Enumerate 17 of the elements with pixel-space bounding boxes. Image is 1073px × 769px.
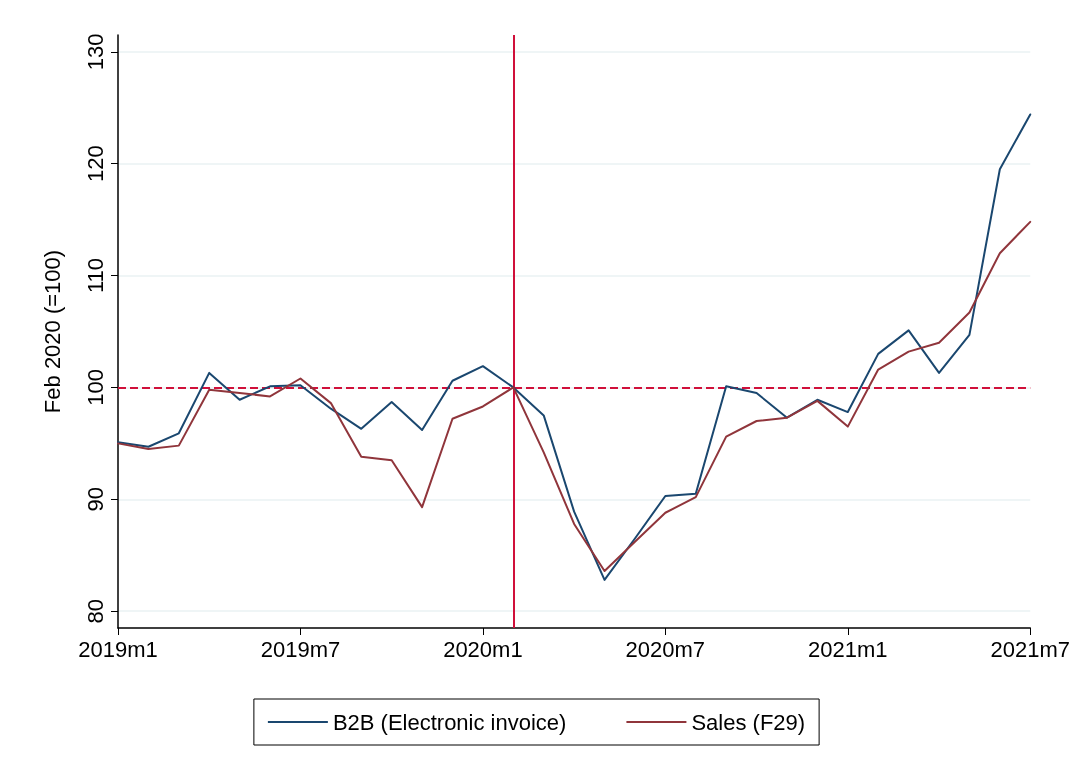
line-series (117, 113, 1032, 581)
y-tick-label: 130 (82, 33, 108, 71)
y-axis-title: Feb 2020 (=100) (39, 249, 65, 414)
y-tick-label: 100 (82, 369, 108, 406)
x-tick-label: 2019m1 (78, 636, 158, 662)
legend-label: B2B (Electronic invoice) (332, 709, 567, 735)
line-series (117, 220, 1032, 572)
y-tick-label: 110 (82, 258, 108, 294)
x-tick-label: 2021m1 (808, 636, 888, 662)
x-tick-label: 2019m7 (260, 636, 341, 662)
legend-label: Sales (F29) (691, 709, 806, 735)
x-tick-label: 2020m7 (625, 636, 706, 662)
x-tick-label: 2021m7 (990, 636, 1071, 662)
y-tick-label: 80 (82, 598, 108, 624)
y-tick-label: 120 (82, 145, 108, 183)
y-tick-label: 90 (82, 487, 108, 512)
x-tick-label: 2020m1 (443, 636, 523, 662)
